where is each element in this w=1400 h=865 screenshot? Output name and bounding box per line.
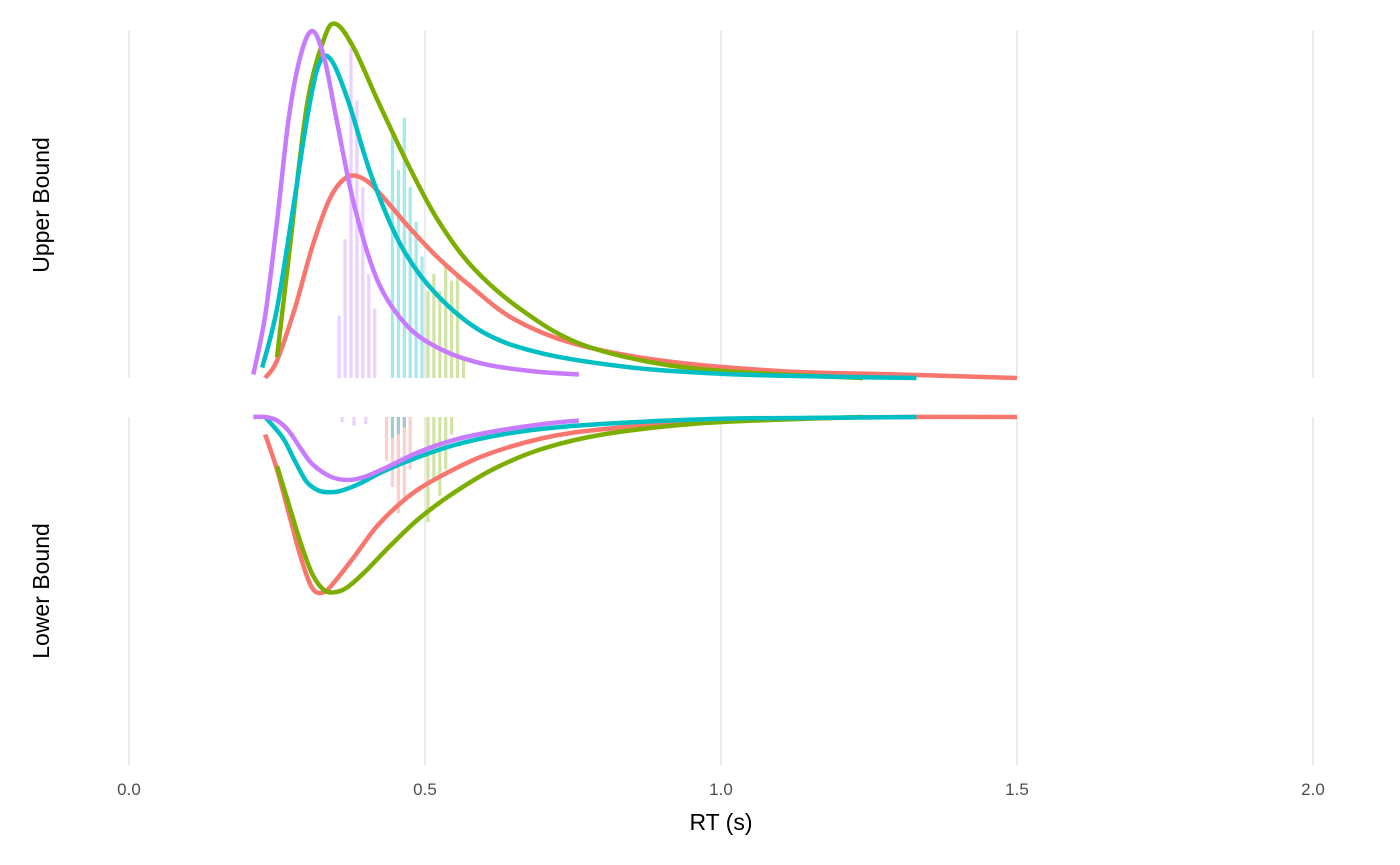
density-curve-lower <box>263 414 1018 596</box>
hist-bar-lower <box>352 417 356 426</box>
panel-label-upper: Upper Bound <box>28 137 54 273</box>
x-tick-label: 0.5 <box>413 780 437 799</box>
hist-bar-upper <box>414 221 418 378</box>
density-curve-lower <box>263 414 917 495</box>
hist-bar-upper <box>367 273 371 378</box>
hist-bar-upper <box>408 187 412 378</box>
density-curve-upper <box>263 173 1018 381</box>
hist-bar-upper <box>337 315 341 378</box>
histogram-bars <box>337 48 466 522</box>
hist-bar-upper <box>461 357 466 378</box>
hist-bar-upper <box>450 280 454 378</box>
hist-bar-upper <box>438 291 442 378</box>
x-axis-ticks: 0.0 0.5 1.0 1.5 2.0 <box>117 780 1325 799</box>
hist-bar-upper <box>355 100 359 379</box>
hist-bar-upper <box>396 169 400 378</box>
hist-bar-upper <box>390 135 395 378</box>
hist-bar-lower <box>390 417 395 438</box>
hist-bar-upper <box>349 48 353 378</box>
density-curves <box>251 21 1018 596</box>
hist-bar-lower <box>450 417 454 435</box>
panel-label-lower: Lower Bound <box>28 523 54 659</box>
hist-bar-lower <box>340 417 344 423</box>
hist-bar-upper <box>444 266 448 378</box>
x-axis-title: RT (s) <box>689 809 752 835</box>
hist-bar-upper <box>455 273 460 378</box>
hist-bar-lower <box>408 417 412 470</box>
hist-bar-lower <box>396 417 400 435</box>
hist-bar-upper <box>420 256 424 378</box>
x-tick-label: 0.0 <box>117 780 141 799</box>
hist-bar-lower <box>390 417 395 487</box>
x-tick-label: 1.5 <box>1005 780 1029 799</box>
density-curve-upper <box>260 53 917 381</box>
density-curve-upper <box>251 28 580 377</box>
hist-bar-upper <box>432 273 436 378</box>
hist-bar-lower <box>384 417 389 461</box>
hist-bar-lower <box>438 417 442 496</box>
density-curve-upper <box>274 21 864 381</box>
hist-bar-lower <box>426 417 430 522</box>
hist-bar-upper <box>343 239 347 378</box>
density-curve-lower <box>253 414 580 483</box>
hist-bar-lower <box>402 417 406 428</box>
gridlines <box>128 31 1314 765</box>
hist-bar-upper <box>361 187 365 378</box>
density-curve-lower <box>274 414 864 595</box>
x-tick-label: 2.0 <box>1301 780 1325 799</box>
hist-bar-lower <box>364 417 368 424</box>
x-tick-label: 1.0 <box>709 780 733 799</box>
hist-bar-upper <box>426 291 430 378</box>
hist-bar-upper <box>373 308 377 378</box>
